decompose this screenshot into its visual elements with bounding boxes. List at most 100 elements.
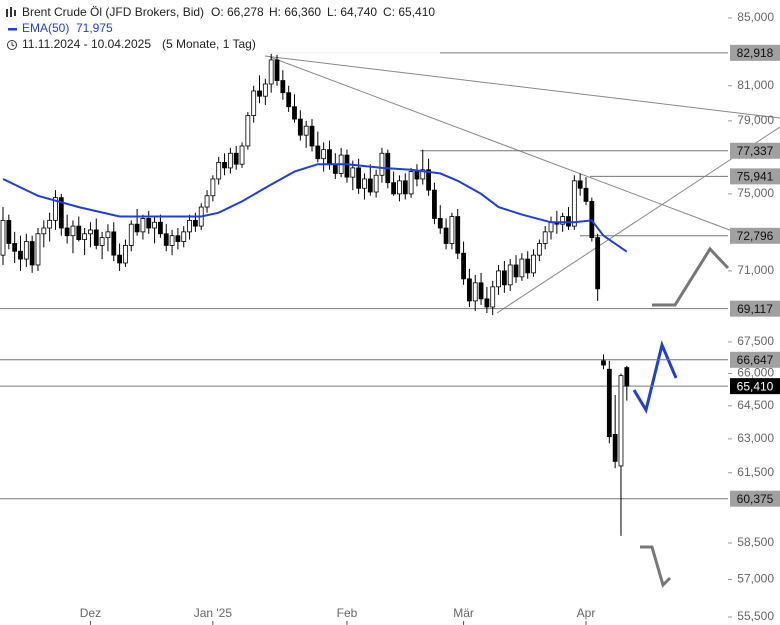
candle-body xyxy=(426,169,431,191)
candle-body xyxy=(88,229,93,235)
candle-body xyxy=(23,241,29,260)
candle-body xyxy=(501,270,507,286)
candle-body xyxy=(222,161,227,169)
candle-body xyxy=(624,367,630,387)
candle-body xyxy=(408,171,414,195)
candle-body xyxy=(6,219,12,244)
clock-icon xyxy=(7,40,17,50)
y-tick-label: 55,500 xyxy=(737,609,774,623)
level-box xyxy=(730,168,780,185)
header-bg xyxy=(0,0,440,54)
candle-body xyxy=(321,149,327,160)
legend-value: 71,975 xyxy=(76,21,113,35)
y-tick-label: 85,000 xyxy=(737,10,774,24)
candle-body xyxy=(601,360,606,366)
candle-body xyxy=(64,227,70,237)
candle-body xyxy=(58,197,64,229)
candle-body xyxy=(402,180,408,195)
candle-body xyxy=(595,237,601,290)
candle-body xyxy=(373,174,379,193)
y-tick-label: 64,500 xyxy=(737,398,774,412)
candles xyxy=(0,53,630,536)
level-label: 82,918 xyxy=(737,46,774,60)
candle-body xyxy=(175,235,181,242)
scenario-arrow xyxy=(652,246,730,307)
candle-body xyxy=(466,278,472,302)
candle-body xyxy=(519,258,525,278)
candle-body xyxy=(210,178,216,197)
legend-name: EMA(50) xyxy=(22,21,69,35)
period: 11.11.2024 - 10.04.2025 xyxy=(22,37,151,51)
candle-body xyxy=(268,59,274,85)
drawings xyxy=(264,55,780,588)
candle-body xyxy=(169,235,175,246)
y-tick-label: 75,000 xyxy=(737,186,774,200)
candle-body xyxy=(391,182,397,195)
candle-body xyxy=(286,92,292,108)
level-label: 77,337 xyxy=(737,144,774,158)
y-tick-label: 66,000 xyxy=(737,366,774,380)
candle-body xyxy=(192,219,198,227)
candle-body xyxy=(82,233,88,240)
candle-body xyxy=(490,286,496,308)
candle-body xyxy=(152,221,157,229)
candle-body xyxy=(484,298,490,308)
candle-body xyxy=(18,250,23,260)
level-label: 69,117 xyxy=(737,302,773,316)
icon xyxy=(6,7,16,17)
candle-body xyxy=(274,59,280,81)
candle-body xyxy=(0,219,6,256)
level-box xyxy=(730,351,780,368)
candle-body xyxy=(297,118,303,136)
period-note: (5 Monate, 1 Tag) xyxy=(162,37,256,51)
candle-body xyxy=(309,125,315,147)
ohlc: H: 66,360 xyxy=(269,5,321,19)
candle-body xyxy=(513,264,519,278)
y-tick-label: 61,500 xyxy=(737,465,774,479)
candle-body xyxy=(216,161,222,180)
level-label: 72,796 xyxy=(737,229,774,243)
candle-body xyxy=(449,216,455,244)
scenario-arrow xyxy=(632,340,678,414)
candle-body xyxy=(379,152,385,176)
candle-body xyxy=(367,178,373,193)
candle-body xyxy=(262,83,268,97)
candle-body xyxy=(507,264,513,286)
candle-body xyxy=(332,163,338,174)
candle-body xyxy=(577,180,583,189)
header: Brent Crude Öl (JFD Brokers, Bid) O: 66,… xyxy=(0,0,440,54)
candle-body xyxy=(158,221,163,235)
level-box xyxy=(730,142,780,159)
candle-body xyxy=(35,233,41,266)
candle-body xyxy=(187,219,192,233)
candle-body xyxy=(105,231,111,239)
x-tick-label: Feb xyxy=(337,606,358,620)
candle-body xyxy=(47,219,53,229)
candle-body xyxy=(350,167,356,178)
candle-body xyxy=(303,125,309,136)
candle-body xyxy=(292,106,297,120)
y-tick-label: 67,500 xyxy=(737,334,774,348)
candle-body xyxy=(233,152,239,165)
candle-body xyxy=(362,178,367,189)
candle-body xyxy=(12,243,18,252)
candle-body xyxy=(583,187,589,202)
candle-body xyxy=(70,225,76,237)
title: Brent Crude Öl (JFD Brokers, Bid) xyxy=(22,5,204,19)
candle-body xyxy=(280,80,286,94)
candle-body xyxy=(571,180,577,227)
ohlc: L: 64,740 xyxy=(327,5,377,19)
x-tick-label: Jan '25 xyxy=(194,606,233,620)
candle-body xyxy=(618,375,624,467)
level-box xyxy=(730,44,780,61)
level-box xyxy=(730,300,780,317)
axes: 85,000 81,000 79,000 75,000 71,000 67,500 66,0… xyxy=(80,10,780,625)
candle-body xyxy=(344,154,350,178)
candle-body xyxy=(99,237,105,246)
candle-body xyxy=(525,258,531,274)
last-price-label: 65,410 xyxy=(737,379,774,393)
candle-body xyxy=(111,231,117,256)
level-label: 66,647 xyxy=(737,353,774,367)
legend-swatch xyxy=(8,28,17,31)
candle-body xyxy=(257,90,262,97)
